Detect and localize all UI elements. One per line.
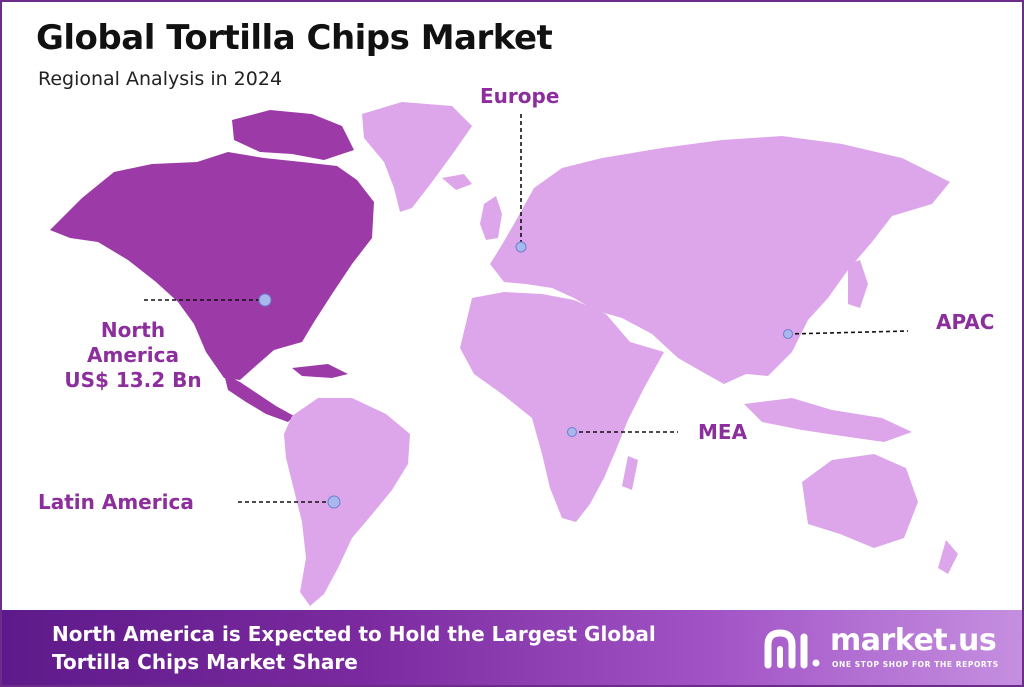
banner-text: North America is Expected to Hold the La… bbox=[52, 620, 656, 676]
page-subtitle: Regional Analysis in 2024 bbox=[38, 68, 283, 90]
north-america-label: North America US$ 13.2 Bn bbox=[58, 318, 208, 393]
greenland-shape bbox=[362, 102, 472, 212]
europe-label: Europe bbox=[480, 84, 560, 108]
japan-shape bbox=[848, 260, 868, 308]
apac-label: APAC bbox=[936, 310, 995, 334]
logo-name: market.us bbox=[830, 623, 997, 658]
apac-leader-line bbox=[787, 330, 909, 335]
apac-marker bbox=[783, 329, 793, 339]
southeast-asia-islands-shape bbox=[744, 398, 912, 442]
page-title: Global Tortilla Chips Market bbox=[36, 18, 553, 58]
brand-logo: market.us ONE STOP SHOP FOR THE REPORTS bbox=[762, 623, 1002, 673]
africa-shape bbox=[460, 292, 664, 522]
banner-line-1: North America is Expected to Hold the La… bbox=[52, 622, 656, 646]
europe-marker bbox=[515, 241, 527, 253]
australia-shape bbox=[802, 454, 918, 548]
logo-tagline: ONE STOP SHOP FOR THE REPORTS bbox=[832, 660, 999, 669]
banner-line-2: Tortilla Chips Market Share bbox=[52, 650, 358, 674]
iceland-shape bbox=[442, 174, 472, 190]
footer-banner: North America is Expected to Hold the La… bbox=[2, 610, 1022, 685]
new-zealand-shape bbox=[938, 540, 958, 574]
mea-marker bbox=[567, 427, 577, 437]
eurasia-shape bbox=[490, 136, 950, 384]
north-america-label-line1: North bbox=[100, 318, 166, 342]
latin-america-marker bbox=[327, 495, 341, 509]
north-america-marker bbox=[258, 293, 272, 307]
north-america-shape bbox=[50, 152, 374, 380]
madagascar-shape bbox=[622, 456, 638, 490]
south-america-shape bbox=[284, 398, 410, 606]
arctic-islands-shape bbox=[232, 110, 354, 160]
mea-label: MEA bbox=[698, 420, 748, 444]
logo-mark-icon bbox=[764, 629, 820, 669]
caribbean-shape bbox=[292, 364, 348, 378]
central-america-shape bbox=[224, 374, 294, 422]
latin-america-label: Latin America bbox=[38, 490, 194, 514]
uk-shape bbox=[480, 196, 502, 240]
north-america-label-line2: America bbox=[87, 343, 179, 367]
north-america-value: US$ 13.2 Bn bbox=[64, 368, 202, 392]
